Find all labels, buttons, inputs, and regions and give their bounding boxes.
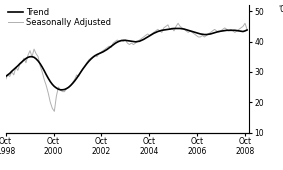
Text: '000: '000 <box>278 5 283 14</box>
Legend: Trend, Seasonally Adjusted: Trend, Seasonally Adjusted <box>7 7 112 28</box>
